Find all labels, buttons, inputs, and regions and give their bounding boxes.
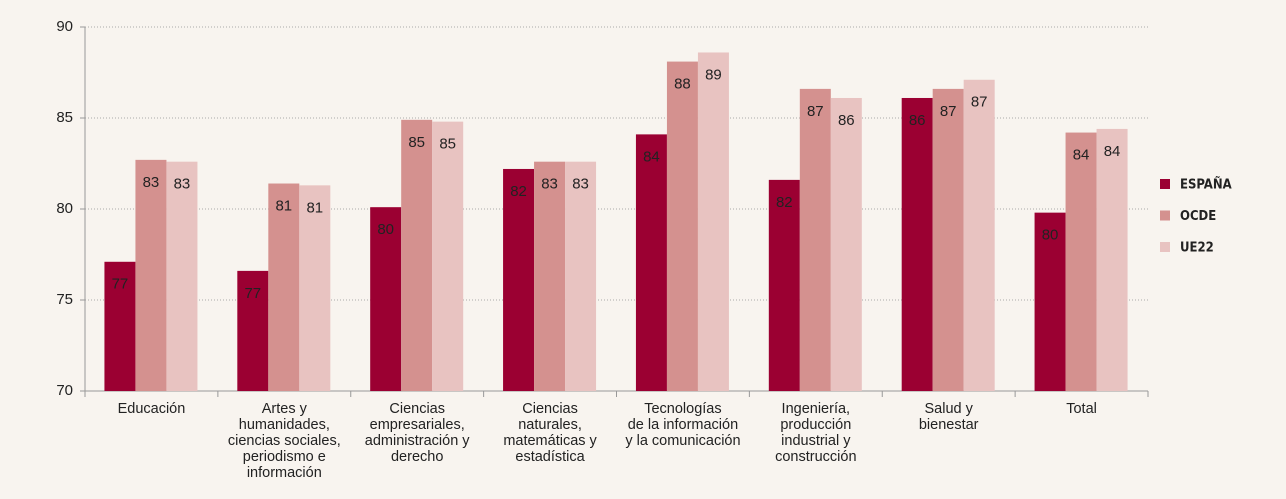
value-label: 80 [377,221,394,238]
value-label: 84 [643,148,660,165]
bar [135,159,167,391]
x-tick-label: Ciencias naturales, matemáticas y estadí… [503,401,597,465]
bar [534,161,566,391]
value-label: 83 [541,176,558,193]
value-label: 85 [408,134,425,151]
y-tick-label: 75 [56,291,73,308]
bar [565,161,597,391]
x-tick-label: Ciencias empresariales, administración y… [364,401,470,465]
value-label: 87 [971,94,988,111]
value-label: 77 [112,276,129,293]
bar [635,134,667,391]
value-label: 82 [776,194,793,211]
x-tick-label: Artes y humanidades, ciencias sociales, … [227,401,341,481]
bar [1096,128,1128,392]
x-tick-label: Tecnologías de la información y la comun… [625,401,741,449]
x-tick-label: Ingeniería, producción industrial y cons… [775,401,857,465]
legend-label: OCDE [1180,209,1216,224]
x-tick-label: Total [1066,401,1097,417]
value-label: 83 [174,176,191,193]
y-tick-label: 80 [56,200,73,217]
bar [830,97,862,391]
value-label: 83 [572,176,589,193]
bar [503,168,535,391]
value-label: 84 [1073,147,1090,164]
legend-swatch [1160,179,1170,189]
value-label: 80 [1042,227,1059,244]
y-tick-label: 85 [56,109,73,126]
value-label: 81 [275,197,292,214]
bar [1034,212,1066,391]
bar [370,207,402,391]
value-label: 83 [143,174,160,191]
value-label: 77 [244,285,261,302]
bar [166,161,198,391]
bar [963,79,995,391]
bar [1065,132,1097,391]
legend-label: UE22 [1180,241,1214,256]
value-label: 87 [940,103,957,120]
bar [299,185,331,391]
x-tick-label: Salud y bienestar [918,401,979,433]
value-label: 84 [1104,143,1121,160]
value-label: 85 [439,136,456,153]
bar [432,121,464,391]
bar [401,119,433,391]
value-label: 87 [807,103,824,120]
bar [104,261,136,391]
bar [666,61,698,391]
x-tick-label: Educación [117,401,186,417]
y-tick-label: 70 [56,382,73,399]
bar [697,52,729,391]
value-label: 82 [510,183,527,200]
legend-swatch [1160,210,1170,221]
value-label: 86 [909,112,926,129]
value-label: 88 [674,76,691,93]
bar [268,183,300,391]
bar [799,88,831,391]
bar [237,270,269,391]
legend-swatch [1160,242,1170,252]
bar [932,88,964,391]
value-label: 86 [838,112,855,129]
bar [901,97,933,391]
bar [768,179,800,391]
y-tick-label: 90 [56,18,73,35]
legend-label: ESPAÑA [1180,177,1232,193]
value-label: 81 [306,199,323,216]
value-label: 89 [705,66,722,83]
